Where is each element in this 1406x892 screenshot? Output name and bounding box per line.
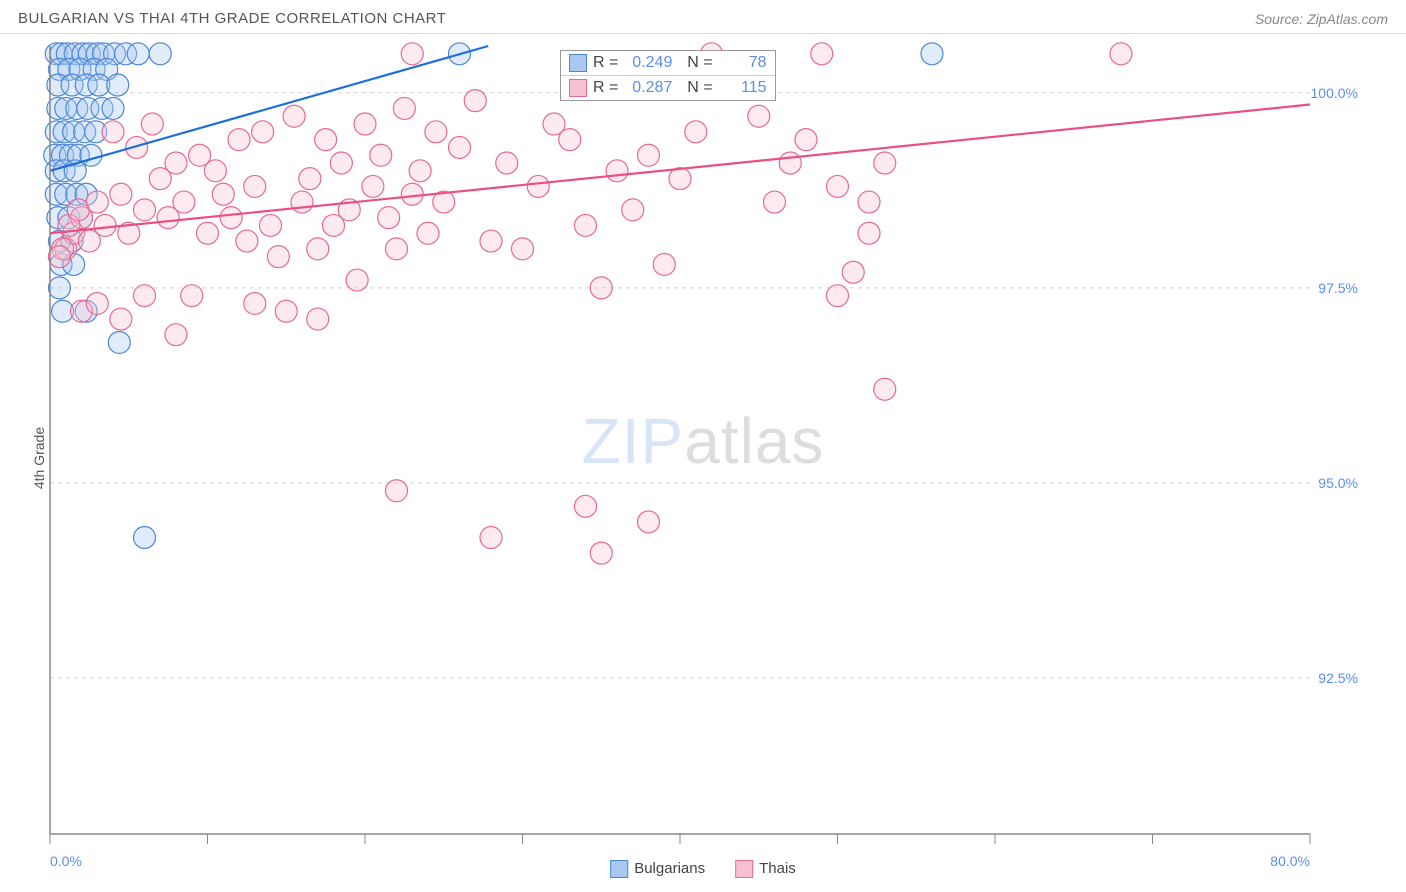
- stats-row-bulgarians: R = 0.249 N = 78: [561, 51, 775, 75]
- n-value-bulgarians: 78: [719, 54, 767, 72]
- scatter-chart: 92.5% 95.0% 97.5% 100.0% 0.0% 80.0%: [0, 34, 1406, 882]
- swatch-bulgarians: [569, 54, 587, 72]
- svg-text:80.0%: 80.0%: [1270, 853, 1310, 869]
- svg-text:100.0%: 100.0%: [1311, 85, 1358, 101]
- chart-title: BULGARIAN VS THAI 4TH GRADE CORRELATION …: [18, 10, 446, 27]
- svg-text:95.0%: 95.0%: [1318, 475, 1358, 491]
- chart-header: BULGARIAN VS THAI 4TH GRADE CORRELATION …: [0, 0, 1406, 34]
- n-value-thais: 115: [719, 79, 767, 97]
- chart-area: 4th Grade 92.5%95.0%97.5%100.0%0.0%80.0%…: [0, 34, 1406, 882]
- legend-item-bulgarians: Bulgarians: [610, 860, 705, 878]
- legend-item-thais: Thais: [735, 860, 796, 878]
- svg-text:97.5%: 97.5%: [1318, 280, 1358, 296]
- legend-swatch-thais: [735, 860, 753, 878]
- legend: Bulgarians Thais: [610, 860, 796, 878]
- legend-swatch-bulgarians: [610, 860, 628, 878]
- chart-source: Source: ZipAtlas.com: [1255, 11, 1388, 27]
- svg-text:92.5%: 92.5%: [1318, 670, 1358, 686]
- regression-stats-box: R = 0.249 N = 78 R = 0.287 N = 115: [560, 50, 776, 101]
- svg-text:0.0%: 0.0%: [50, 853, 82, 869]
- stats-row-thais: R = 0.287 N = 115: [561, 75, 775, 100]
- r-value-thais: 0.287: [624, 79, 672, 97]
- r-value-bulgarians: 0.249: [624, 54, 672, 72]
- swatch-thais: [569, 79, 587, 97]
